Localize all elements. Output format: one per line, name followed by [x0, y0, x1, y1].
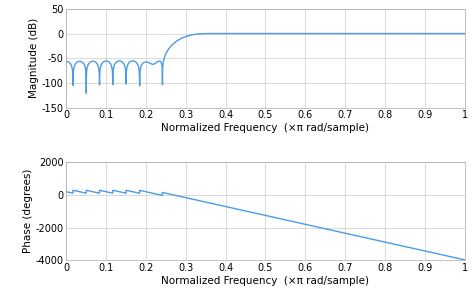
Y-axis label: Phase (degrees): Phase (degrees): [23, 169, 33, 253]
Y-axis label: Magnitude (dB): Magnitude (dB): [29, 18, 39, 98]
X-axis label: Normalized Frequency  (×π rad/sample): Normalized Frequency (×π rad/sample): [162, 276, 369, 286]
X-axis label: Normalized Frequency  (×π rad/sample): Normalized Frequency (×π rad/sample): [162, 123, 369, 133]
